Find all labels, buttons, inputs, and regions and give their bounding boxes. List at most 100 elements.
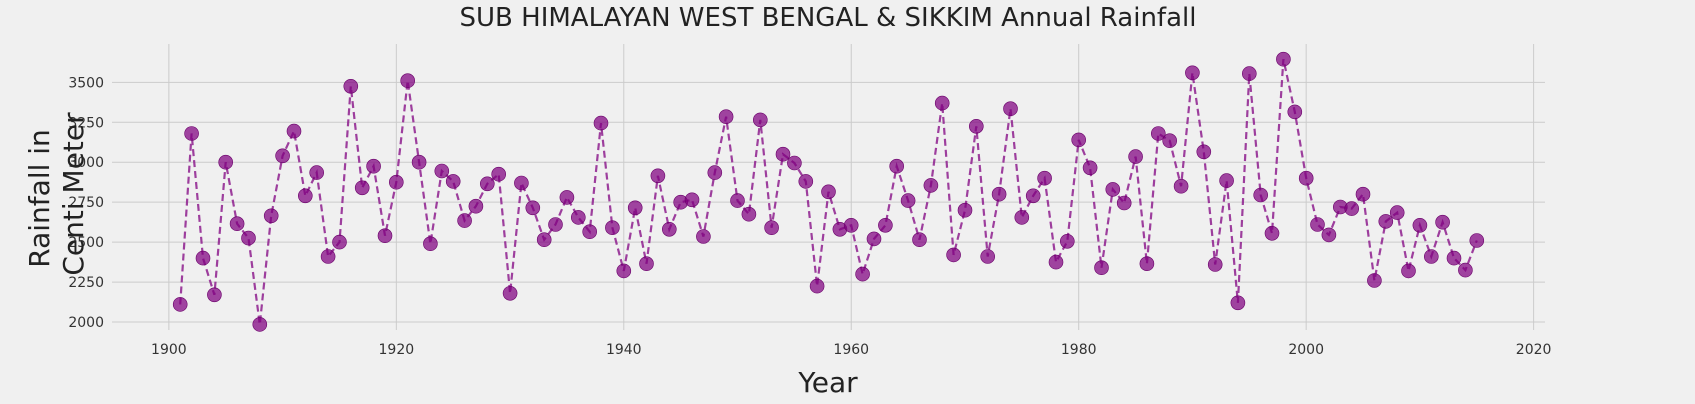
x-tick-label: 1920 bbox=[379, 342, 415, 358]
data-point bbox=[1412, 218, 1428, 233]
data-point bbox=[946, 247, 961, 263]
data-point bbox=[639, 256, 654, 272]
y-tick-label: 3250 bbox=[68, 115, 104, 131]
data-point bbox=[1424, 249, 1439, 264]
data-point bbox=[718, 109, 734, 124]
data-point bbox=[525, 200, 541, 216]
data-point bbox=[1298, 170, 1314, 186]
data-point bbox=[627, 200, 643, 216]
data-point bbox=[1196, 144, 1212, 160]
data-point bbox=[1082, 160, 1098, 176]
data-points bbox=[172, 51, 1485, 332]
data-point bbox=[1128, 149, 1143, 164]
data-point bbox=[821, 184, 836, 200]
data-point bbox=[457, 213, 472, 228]
y-tick-label: 3500 bbox=[68, 75, 104, 91]
data-point bbox=[570, 210, 586, 225]
data-point bbox=[172, 297, 188, 312]
data-point bbox=[1253, 187, 1268, 203]
data-point bbox=[1003, 101, 1018, 116]
data-point bbox=[661, 222, 677, 237]
data-point bbox=[1025, 188, 1041, 204]
x-axis-label: Year bbox=[797, 366, 858, 399]
data-point bbox=[1071, 132, 1086, 148]
data-point bbox=[411, 154, 427, 170]
data-point bbox=[252, 317, 268, 332]
data-point bbox=[1151, 126, 1166, 141]
data-point bbox=[343, 79, 359, 94]
data-point bbox=[377, 228, 393, 243]
data-point bbox=[934, 95, 950, 111]
data-point bbox=[195, 250, 211, 266]
data-point bbox=[1094, 260, 1109, 276]
data-point bbox=[388, 174, 404, 190]
data-point bbox=[889, 158, 905, 174]
data-point bbox=[1389, 205, 1405, 220]
data-point bbox=[275, 148, 290, 164]
data-point bbox=[1367, 273, 1382, 288]
data-point bbox=[1287, 104, 1303, 120]
data-point bbox=[354, 180, 370, 196]
data-point bbox=[957, 202, 973, 218]
data-point bbox=[468, 198, 484, 214]
gridlines bbox=[112, 44, 1545, 330]
data-point bbox=[1401, 263, 1416, 279]
data-point bbox=[514, 175, 529, 191]
data-point bbox=[1185, 65, 1200, 81]
data-point bbox=[809, 278, 825, 294]
x-tick-label: 2020 bbox=[1516, 342, 1552, 358]
data-point bbox=[1207, 257, 1223, 272]
data-point bbox=[1264, 226, 1280, 241]
x-tick-label: 1940 bbox=[606, 342, 642, 358]
data-point bbox=[1173, 178, 1189, 194]
data-point bbox=[1139, 256, 1155, 272]
x-tick-label: 2000 bbox=[1288, 342, 1324, 358]
data-point bbox=[991, 186, 1007, 202]
y-tick-label: 2250 bbox=[68, 275, 104, 291]
data-point bbox=[502, 285, 518, 301]
data-point bbox=[434, 163, 450, 179]
data-point bbox=[616, 263, 632, 279]
data-point bbox=[707, 165, 723, 180]
data-point bbox=[582, 224, 598, 239]
chart-title: SUB HIMALAYAN WEST BENGAL & SIKKIM Annua… bbox=[460, 3, 1197, 33]
data-point bbox=[741, 206, 757, 222]
data-point bbox=[423, 236, 438, 251]
data-point bbox=[775, 146, 791, 162]
data-point bbox=[1060, 234, 1075, 249]
data-point bbox=[297, 188, 313, 204]
data-point bbox=[764, 220, 779, 235]
data-point bbox=[878, 218, 893, 233]
data-point bbox=[1310, 217, 1325, 232]
data-point bbox=[1162, 133, 1177, 148]
data-point bbox=[218, 154, 233, 170]
y-tick-label: 2500 bbox=[68, 235, 104, 251]
data-point bbox=[536, 232, 552, 247]
data-point bbox=[923, 178, 939, 193]
y-tick-label: 3000 bbox=[68, 155, 104, 171]
data-point bbox=[445, 174, 461, 189]
data-point bbox=[479, 176, 495, 192]
x-tick-label: 1900 bbox=[151, 342, 187, 358]
data-point bbox=[1048, 254, 1064, 270]
data-point bbox=[1469, 233, 1485, 248]
data-point bbox=[752, 112, 768, 128]
data-point bbox=[900, 193, 916, 208]
data-point bbox=[843, 218, 859, 233]
data-point bbox=[1105, 182, 1121, 197]
data-point bbox=[1344, 201, 1359, 216]
x-tick-label: 1980 bbox=[1061, 342, 1097, 358]
data-point bbox=[787, 155, 802, 171]
data-point bbox=[207, 287, 222, 303]
data-point bbox=[366, 158, 381, 174]
data-point bbox=[866, 231, 882, 247]
data-point bbox=[491, 166, 507, 182]
data-point bbox=[968, 119, 984, 134]
data-point bbox=[1037, 170, 1052, 186]
x-tick-labels: 1900 1920 1940 1960 1980 2000 2020 bbox=[151, 342, 1551, 358]
data-point bbox=[1116, 195, 1132, 211]
data-point bbox=[1276, 51, 1291, 67]
data-point bbox=[1230, 295, 1246, 311]
y-axis-label: Rainfall in Centi Meter bbox=[23, 112, 90, 276]
